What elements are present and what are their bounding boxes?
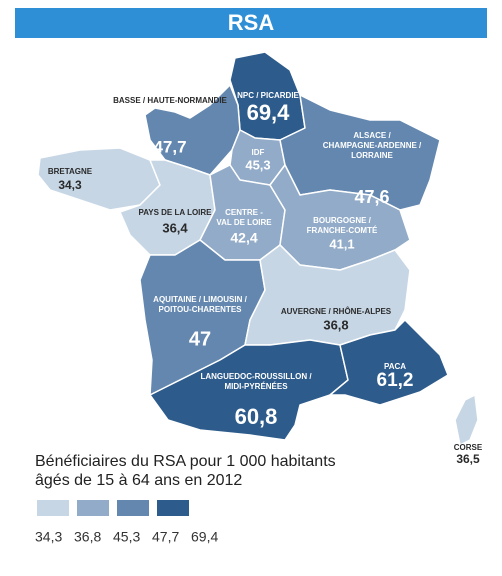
region [454,394,479,446]
region-name: PACA [384,362,406,371]
region-name: AUVERGNE / RHÔNE-ALPES [281,307,392,316]
legend-label: 69,4 [191,529,218,545]
legend-label: 36,8 [74,529,101,545]
region-value: 36,8 [323,317,348,332]
region-value: 47,6 [354,187,389,207]
region-name: VAL DE LOIRE [216,218,272,227]
region-value: 34,3 [58,178,82,192]
region-name: FRANCHE-COMTÉ [307,226,378,235]
region-value: 47 [189,328,211,350]
region-name: NPC / PICARDIE [237,91,299,100]
region-name: PAYS DE LA LOIRE [138,208,212,217]
region-value: 60,8 [235,404,278,429]
region-name: LANGUEDOC-ROUSSILLON / [200,372,312,381]
legend-label: 34,3 [35,529,62,545]
region [329,319,449,406]
regions [37,51,479,446]
region-value: 41,1 [329,236,354,251]
region-name: ALSACE / [353,131,391,140]
region-name: LORRAINE [351,151,393,160]
region-value: 45,3 [245,157,270,172]
region-name: IDF [252,148,265,157]
region-name: CORSE [454,443,483,452]
legend-swatch [37,500,69,516]
legend-caption: Bénéficiaires du RSA pour 1 000 habitant… [35,453,336,470]
title-bar [15,8,487,38]
region-value: 69,4 [247,100,291,125]
region-name: AQUITAINE / LIMOUSIN / [153,295,247,304]
region-value: 47,7 [153,137,186,156]
legend-swatch [77,500,109,516]
region-value: 42,4 [230,230,257,246]
region [37,147,161,211]
legend-label: 45,3 [113,529,140,545]
region-value: 36,4 [162,220,188,235]
region-name: CHAMPAGNE-ARDENNE / [323,141,422,150]
region-name: BRETAGNE [48,167,93,176]
region-value: 61,2 [377,370,414,391]
region-name: BOURGOGNE / [313,216,372,225]
legend-caption: âgés de 15 à 64 ans en 2012 [35,472,242,489]
region-name: MIDI-PYRÉNÉES [224,382,288,391]
legend-label: 47,7 [152,529,179,545]
legend-swatch [157,500,189,516]
region-value: 36,5 [456,452,480,466]
region-name: POITOU-CHARENTES [159,305,243,314]
region-name: CENTRE - [225,208,263,217]
title: RSA [228,10,275,35]
region-name: BASSE / HAUTE-NORMANDIE [113,96,227,105]
legend-swatch [117,500,149,516]
